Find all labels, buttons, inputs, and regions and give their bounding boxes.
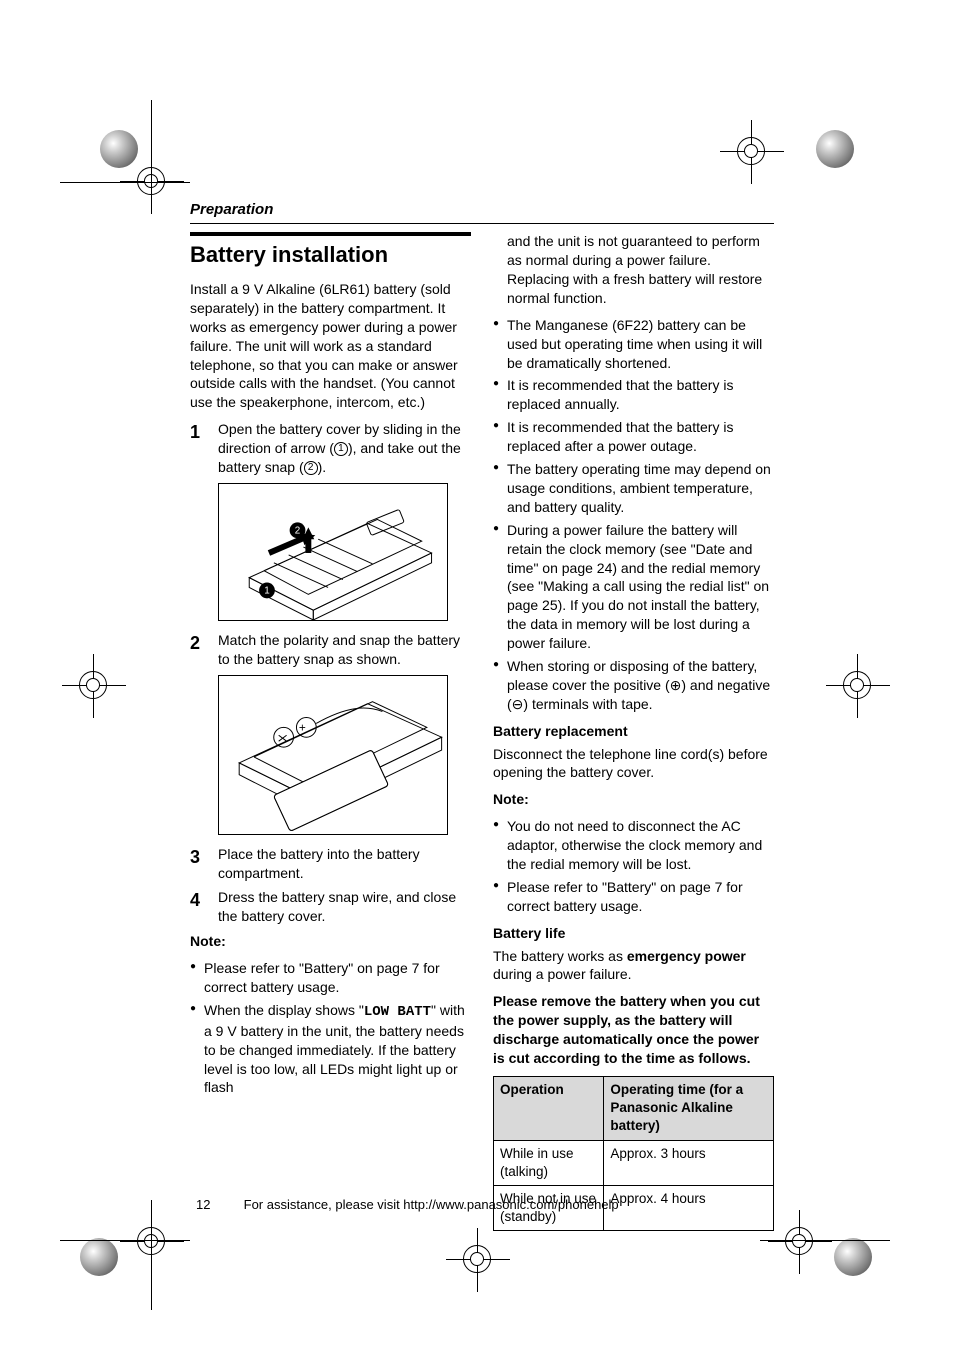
table-cell: While in use (talking): [494, 1140, 604, 1185]
bullet-item: During a power failure the battery will …: [493, 521, 774, 653]
step-1: 1 Open the battery cover by sliding in t…: [190, 420, 471, 477]
registration-mark-icon: [768, 1210, 832, 1274]
registration-mark-icon: [446, 1228, 510, 1292]
registration-mark-icon: [120, 1210, 184, 1274]
registration-mark-icon: [720, 120, 784, 184]
registration-mark-icon: [62, 654, 126, 718]
battery-snap-figure: +: [218, 675, 448, 835]
step-2: 2 Match the polarity and snap the batter…: [190, 631, 471, 669]
note-item: Please refer to "Battery" on page 7 for …: [493, 878, 774, 916]
table-cell: Approx. 3 hours: [604, 1140, 774, 1185]
crop-line: [60, 1240, 190, 1241]
crop-line: [151, 1200, 152, 1310]
battery-life-text: The battery works as emergency power dur…: [493, 947, 774, 985]
crop-line: [60, 182, 190, 183]
right-bullet-list: The Manganese (6F22) battery can be used…: [493, 316, 774, 714]
left-note-list: Please refer to "Battery" on page 7 for …: [190, 959, 471, 1097]
page-content: Preparation Battery installation Install…: [190, 200, 774, 1231]
step-number: 3: [190, 845, 208, 883]
table-header: Operating time (for a Panasonic Alkaline…: [604, 1076, 774, 1140]
table-row: While in use (talking) Approx. 3 hours: [494, 1140, 774, 1185]
battery-life-head: Battery life: [493, 924, 774, 943]
right-column: and the unit is not guaranteed to perfor…: [493, 232, 774, 1231]
title-rule: [190, 232, 471, 236]
note-item: When the display shows "LOW BATT" with a…: [190, 1001, 471, 1097]
minus-terminal-icon: ⊖: [512, 696, 524, 712]
note-item: You do not need to disconnect the AC ada…: [493, 817, 774, 874]
bullet-item: The Manganese (6F22) battery can be used…: [493, 316, 774, 373]
left-column: Battery installation Install a 9 V Alkal…: [190, 232, 471, 1231]
note-label: Note:: [493, 790, 774, 809]
circled-2-icon: 2: [304, 461, 318, 475]
battery-life-warning: Please remove the battery when you cut t…: [493, 992, 774, 1068]
corner-mark-icon: [816, 130, 854, 168]
note-label: Note:: [190, 932, 471, 951]
low-batt-code: LOW BATT: [364, 1004, 431, 1020]
page-title: Battery installation: [190, 240, 471, 270]
step-number: 1: [190, 420, 208, 477]
corner-mark-icon: [80, 1238, 118, 1276]
svg-text:+: +: [299, 720, 306, 734]
page-number: 12: [190, 1196, 240, 1214]
step-number: 4: [190, 888, 208, 926]
crop-line: [760, 1240, 890, 1241]
intro-paragraph: Install a 9 V Alkaline (6LR61) battery (…: [190, 280, 471, 412]
step-4: 4 Dress the battery snap wire, and close…: [190, 888, 471, 926]
step-number: 2: [190, 631, 208, 669]
fig-label-2: 2: [295, 525, 300, 536]
bullet-item: It is recommended that the battery is re…: [493, 376, 774, 414]
section-header: Preparation: [190, 200, 774, 224]
step-text: Open the battery cover by sliding in the…: [218, 420, 471, 477]
note-item: Please refer to "Battery" on page 7 for …: [190, 959, 471, 997]
continuation-text: and the unit is not guaranteed to perfor…: [507, 232, 774, 308]
battery-cover-figure: 1 2: [218, 483, 448, 621]
bullet-item: When storing or disposing of the battery…: [493, 657, 774, 714]
step-text: Dress the battery snap wire, and close t…: [218, 888, 471, 926]
fig-label-1: 1: [264, 585, 269, 596]
bullet-item: The battery operating time may depend on…: [493, 460, 774, 517]
page-footer: 12 For assistance, please visit http://w…: [190, 1196, 774, 1214]
circled-1-icon: 1: [334, 442, 348, 456]
registration-mark-icon: [826, 654, 890, 718]
battery-replacement-head: Battery replacement: [493, 722, 774, 741]
step-text: Match the polarity and snap the battery …: [218, 631, 471, 669]
table-header: Operation: [494, 1076, 604, 1140]
bullet-item: It is recommended that the battery is re…: [493, 418, 774, 456]
step-3: 3 Place the battery into the battery com…: [190, 845, 471, 883]
footer-text: For assistance, please visit http://www.…: [244, 1197, 619, 1212]
crop-line: [151, 100, 152, 210]
plus-terminal-icon: ⊕: [670, 677, 682, 693]
replacement-note-list: You do not need to disconnect the AC ada…: [493, 817, 774, 915]
battery-replacement-text: Disconnect the telephone line cord(s) be…: [493, 745, 774, 783]
step-text: Place the battery into the battery compa…: [218, 845, 471, 883]
corner-mark-icon: [834, 1238, 872, 1276]
